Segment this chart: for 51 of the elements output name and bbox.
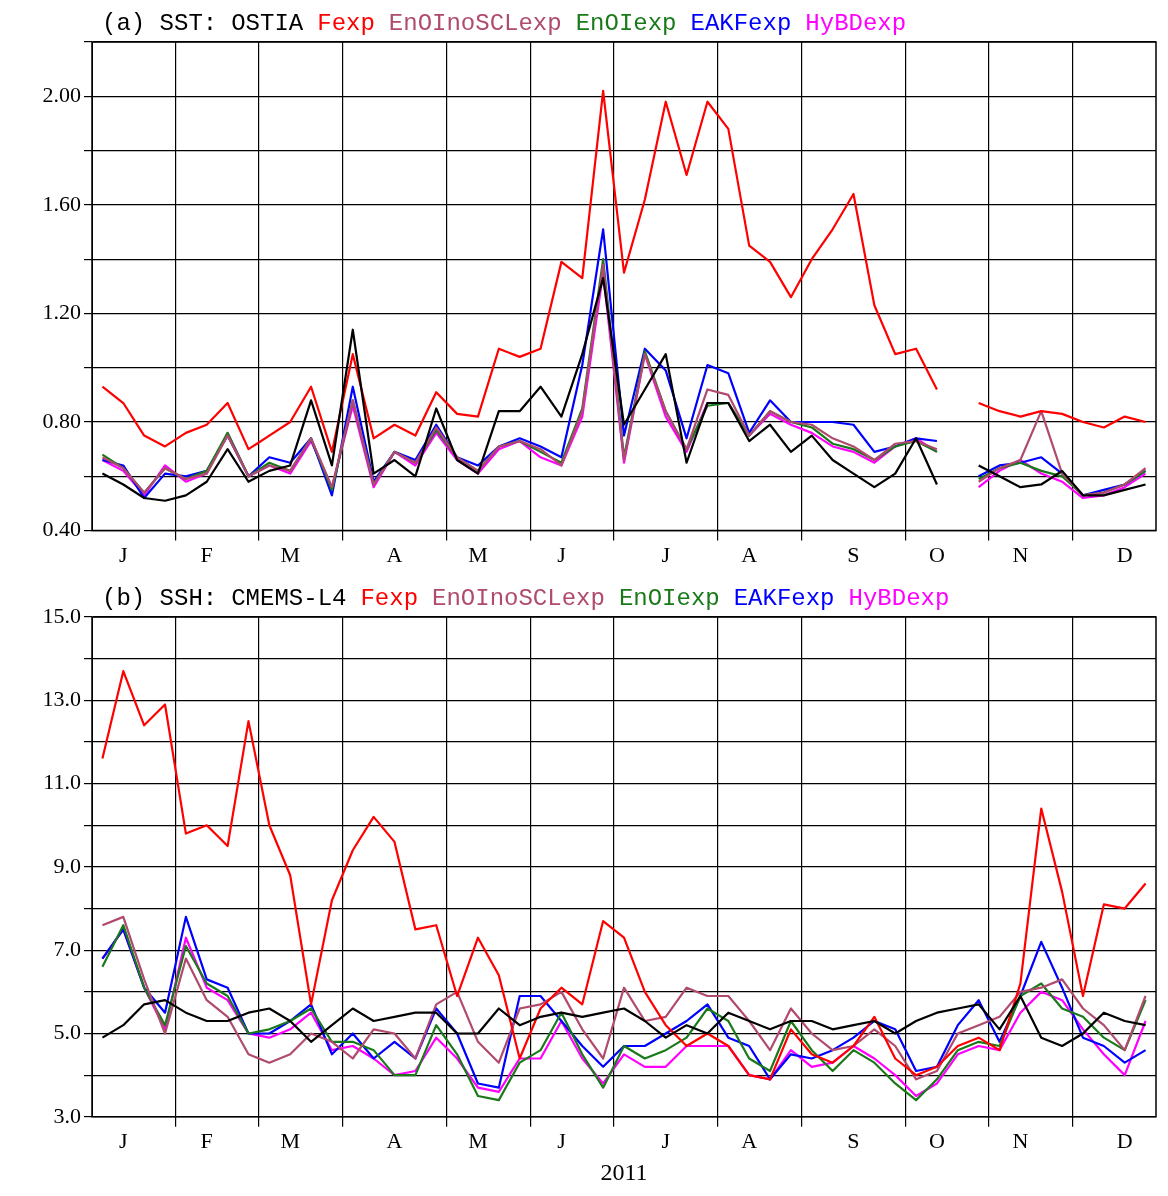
- y-tick-label: 2.00: [42, 82, 81, 108]
- text: EnOIexp: [575, 10, 677, 37]
- x-tick-label: F: [200, 541, 213, 567]
- y-tick-label: 5.0: [53, 1019, 81, 1045]
- x-tick-label: A: [741, 1127, 758, 1153]
- y-tick-label: 15.0: [42, 602, 81, 628]
- x-tick-label: J: [661, 1127, 671, 1153]
- x-axis-title: 2011: [600, 1158, 648, 1185]
- x-tick-label: D: [1116, 1127, 1133, 1153]
- x-tick-label: N: [1012, 1127, 1029, 1153]
- x-tick-label: J: [119, 1127, 129, 1153]
- x-tick-label: A: [386, 541, 403, 567]
- y-tick-label: 1.20: [42, 299, 81, 325]
- chart-title: (b) SSH:: [102, 585, 218, 612]
- y-tick-label: 13.0: [42, 686, 81, 712]
- x-tick-label: S: [847, 541, 860, 567]
- x-tick-label: N: [1012, 541, 1029, 567]
- x-tick-label: D: [1116, 541, 1133, 567]
- x-tick-label: J: [557, 541, 567, 567]
- text: EAKFexp: [690, 10, 792, 37]
- text: Fexp: [317, 10, 375, 37]
- text: HyBDexp: [805, 10, 907, 37]
- y-tick-label: 7.0: [53, 935, 81, 961]
- x-tick-label: O: [929, 1127, 945, 1153]
- text: CMEMS-L4: [231, 585, 347, 612]
- text: Fexp: [360, 585, 419, 612]
- text: EAKFexp: [733, 585, 835, 612]
- x-tick-label: S: [847, 1127, 860, 1153]
- x-tick-label: A: [741, 541, 758, 567]
- text: HyBDexp: [848, 585, 950, 612]
- y-tick-label: 0.40: [42, 516, 81, 542]
- y-tick-label: 9.0: [53, 852, 81, 878]
- x-tick-label: M: [280, 541, 300, 567]
- y-tick-label: 0.80: [42, 407, 81, 433]
- x-tick-label: M: [468, 541, 488, 567]
- x-tick-label: A: [386, 1127, 403, 1153]
- text: EnOIexp: [618, 585, 720, 612]
- x-tick-label: M: [468, 1127, 488, 1153]
- y-tick-label: 11.0: [43, 769, 81, 795]
- text: EnOInoSCLexp: [432, 585, 605, 612]
- x-tick-label: F: [200, 1127, 213, 1153]
- text: OSTIA: [231, 10, 304, 37]
- text: EnOInoSCLexp: [388, 10, 562, 37]
- x-tick-label: J: [119, 541, 129, 567]
- chart-title: (a) SST:: [102, 10, 218, 37]
- y-tick-label: 3.0: [53, 1102, 81, 1128]
- x-tick-label: M: [280, 1127, 300, 1153]
- x-tick-label: J: [661, 541, 671, 567]
- x-tick-label: J: [557, 1127, 567, 1153]
- x-tick-label: O: [929, 541, 945, 567]
- y-tick-label: 1.60: [42, 190, 81, 216]
